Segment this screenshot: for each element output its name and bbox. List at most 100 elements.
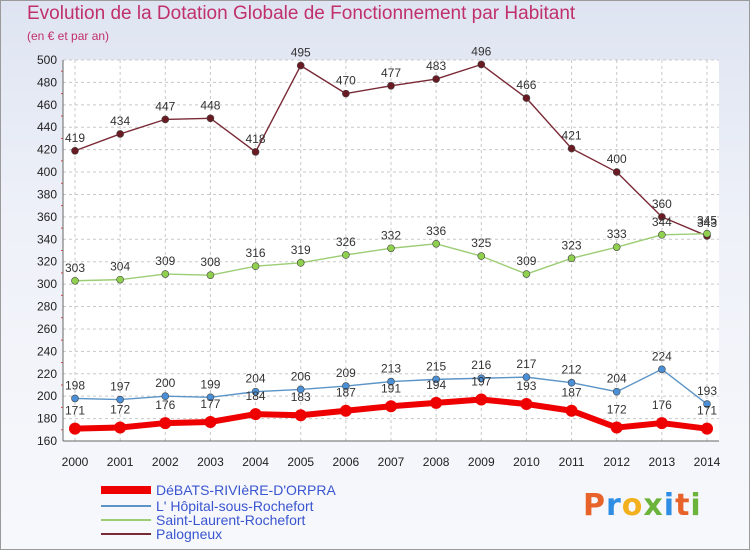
x-tick-label: 2010: [513, 455, 540, 469]
data-point: [475, 393, 488, 406]
data-label: 466: [516, 78, 536, 92]
data-label: 194: [426, 378, 446, 392]
y-tick-label: 240: [37, 344, 57, 358]
data-label: 217: [516, 357, 536, 371]
data-label: 187: [562, 386, 582, 400]
y-tick-label: 480: [37, 75, 57, 89]
x-tick-label: 2007: [378, 455, 405, 469]
data-label: 184: [246, 389, 266, 403]
x-tick-label: 2008: [423, 455, 450, 469]
data-point: [342, 382, 350, 390]
series-0: [69, 393, 713, 435]
x-tick-label: 2005: [287, 455, 314, 469]
data-label: 216: [471, 358, 491, 372]
series-1: [71, 365, 711, 408]
data-point: [703, 229, 711, 238]
data-label: 325: [471, 236, 491, 250]
x-tick-label: 2000: [62, 455, 89, 469]
data-point: [249, 408, 262, 421]
data-label: 308: [200, 255, 220, 269]
data-point: [69, 422, 81, 435]
chart-title: Evolution de la Dotation Globale de Fonc…: [27, 3, 576, 24]
data-point: [339, 404, 352, 417]
data-label: 204: [246, 372, 266, 386]
data-label: 206: [291, 369, 311, 383]
data-point: [161, 115, 170, 124]
x-tick-label: 2002: [152, 455, 179, 469]
data-point: [565, 404, 578, 417]
data-label: 197: [110, 380, 130, 394]
y-tick-label: 400: [37, 165, 57, 179]
data-label: 434: [110, 114, 130, 128]
data-point: [116, 395, 124, 404]
data-label: 323: [562, 238, 582, 252]
data-label: 172: [110, 403, 130, 417]
data-label: 224: [652, 349, 672, 363]
y-tick-label: 280: [37, 300, 57, 314]
data-label: 183: [291, 390, 311, 404]
data-label: 171: [697, 404, 717, 418]
x-tick-label: 2009: [468, 455, 495, 469]
x-tick-label: 2013: [649, 455, 676, 469]
data-point: [251, 387, 260, 396]
data-point: [296, 385, 305, 394]
data-label: 176: [155, 398, 175, 412]
data-label: 193: [516, 379, 536, 393]
logo-letter: t: [675, 488, 691, 523]
data-point: [116, 130, 124, 138]
data-point: [159, 417, 172, 430]
data-label: 326: [336, 235, 356, 249]
y-tick-label: 180: [37, 412, 57, 426]
data-point: [612, 387, 621, 396]
data-label: 199: [200, 377, 220, 391]
data-label: 193: [697, 384, 717, 398]
y-tick-label: 360: [37, 210, 57, 224]
data-point: [71, 276, 79, 285]
axes: 160 180 200 220 240 260 280 300 320 340 360 380 400 4…: [37, 53, 721, 469]
data-point: [477, 374, 486, 383]
data-point: [432, 375, 440, 384]
grid: [63, 59, 719, 442]
data-point: [342, 251, 350, 259]
data-label: 477: [381, 66, 401, 80]
data-point: [294, 409, 307, 422]
data-label: 187: [336, 386, 356, 400]
data-point: [655, 417, 668, 430]
data-point: [522, 373, 531, 381]
data-label: 495: [291, 46, 311, 60]
data-label: 171: [65, 404, 85, 418]
logo-letter: i: [663, 488, 676, 523]
data-label: 344: [652, 215, 672, 229]
legend-item: Saint-Laurent-Rochefort: [101, 512, 306, 528]
y-tick-label: 200: [37, 389, 57, 403]
data-label: 176: [652, 398, 672, 412]
data-label: 421: [562, 129, 582, 143]
data-point: [430, 396, 443, 409]
data-label: 191: [381, 381, 401, 395]
data-label: 304: [110, 260, 130, 274]
data-point: [206, 271, 215, 279]
data-point: [658, 365, 666, 374]
legend-label: Saint-Laurent-Rochefort: [156, 512, 306, 528]
data-label: 418: [246, 132, 266, 146]
y-tick-label: 500: [37, 53, 57, 67]
data-point: [387, 377, 395, 386]
data-labels: 419 434 447 448 418 495 470 477 483 496 466 421 400 3…: [65, 44, 717, 417]
data-point: [477, 252, 486, 260]
data-point: [387, 81, 395, 90]
data-point: [116, 275, 124, 284]
y-tick-label: 420: [37, 143, 57, 157]
data-label: 336: [426, 224, 446, 238]
y-tick-label: 380: [37, 187, 57, 201]
data-label: 197: [471, 375, 491, 389]
data-point: [432, 239, 440, 248]
data-point: [477, 60, 486, 69]
data-point: [342, 89, 350, 98]
data-label: 213: [381, 362, 401, 376]
legend-label: L' Hôpital-sous-Rochefort: [156, 498, 314, 514]
x-tick-label: 2001: [107, 455, 134, 469]
legend-label: Palogneux: [156, 526, 222, 542]
data-label: 200: [155, 376, 175, 390]
data-label: 319: [291, 243, 311, 257]
